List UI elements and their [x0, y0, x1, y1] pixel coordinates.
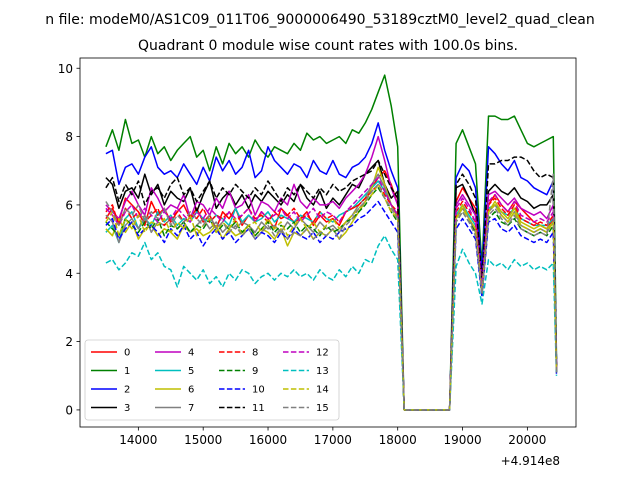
- x-tick-label-19000: 19000: [443, 433, 481, 447]
- x-tick-label-14000: 14000: [119, 433, 157, 447]
- legend-label-10: 10: [252, 385, 265, 396]
- y-tick-label-10: 10: [58, 62, 73, 76]
- legend-label-9: 9: [252, 366, 258, 377]
- legend-label-12: 12: [316, 348, 329, 359]
- x-offset-label: +4.914e8: [501, 454, 560, 468]
- plot-area: [105, 74, 558, 411]
- series-line-13: [105, 234, 558, 411]
- legend-label-1: 1: [124, 366, 130, 377]
- series-line-11: [105, 156, 558, 411]
- legend-label-0: 0: [124, 348, 130, 359]
- chart-title: Quadrant 0 module wise count rates with …: [138, 38, 518, 54]
- y-tick-label-4: 4: [65, 267, 73, 281]
- axes: 14000 15000 16000 17000 18000 19000 20000 0 2 4 6 8…: [58, 57, 577, 468]
- figure-suptitle: n file: modeM0/AS1C09_011T06_9000006490_…: [45, 12, 594, 28]
- x-tick-label-15000: 15000: [184, 433, 222, 447]
- series-line-1: [105, 74, 558, 411]
- series-line-15: [105, 173, 558, 411]
- legend-label-8: 8: [252, 348, 258, 359]
- axes-frame: [79, 57, 577, 428]
- x-tick-label-17000: 17000: [314, 433, 352, 447]
- legend-label-14: 14: [316, 385, 329, 396]
- legend-label-15: 15: [316, 403, 329, 414]
- series-line-8: [105, 183, 558, 411]
- x-tick-label-16000: 16000: [249, 433, 287, 447]
- legend-label-6: 6: [188, 385, 194, 396]
- legend-label-13: 13: [316, 366, 329, 377]
- legend-label-2: 2: [124, 385, 130, 396]
- x-tick-label-18000: 18000: [379, 433, 417, 447]
- y-tick-label-8: 8: [65, 130, 73, 144]
- x-tick-label-20000: 20000: [508, 433, 546, 447]
- legend-label-11: 11: [252, 403, 265, 414]
- legend-label-7: 7: [188, 403, 194, 414]
- y-tick-label-0: 0: [65, 403, 73, 417]
- y-tick-label-2: 2: [65, 335, 73, 349]
- y-tick-label-6: 6: [65, 198, 73, 212]
- legend-box: [84, 339, 340, 421]
- legend-label-4: 4: [188, 348, 194, 359]
- legend-label-5: 5: [188, 366, 194, 377]
- legend-label-3: 3: [124, 403, 130, 414]
